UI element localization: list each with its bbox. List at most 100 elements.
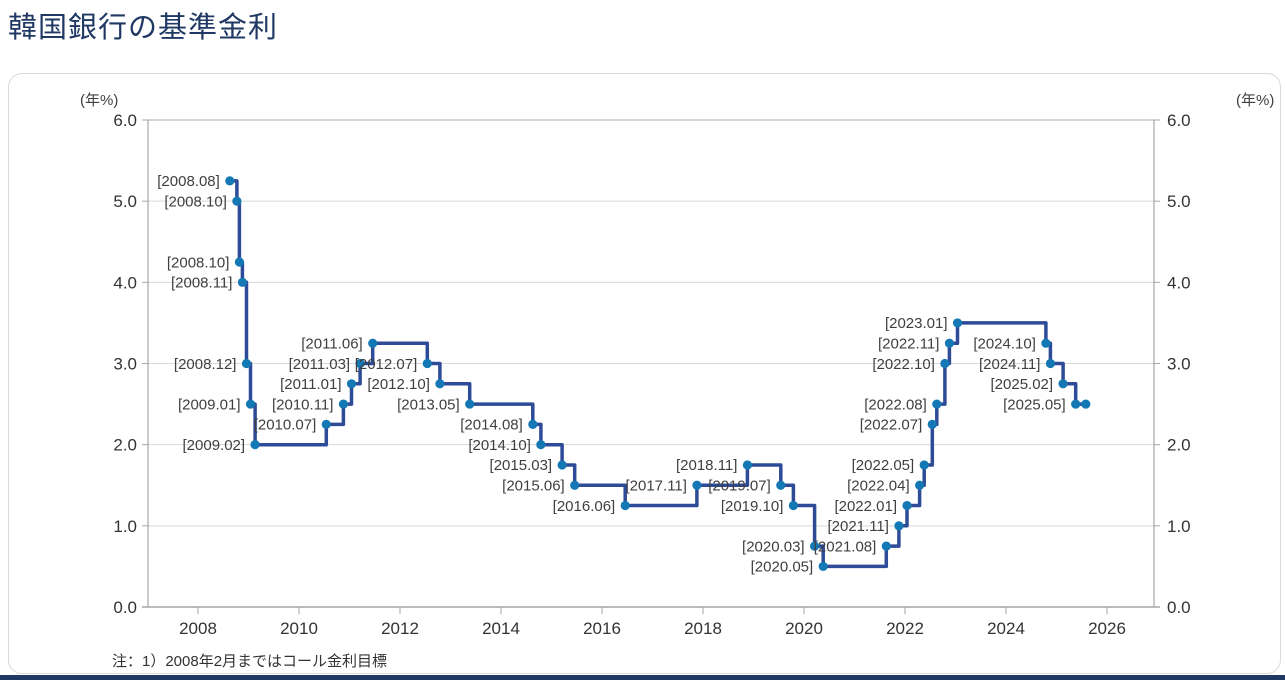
x-tick-label: 2024 (987, 619, 1025, 638)
data-point-marker (818, 561, 828, 572)
bottom-bar (0, 675, 1285, 680)
data-point-label: [2018.11] (676, 457, 737, 474)
data-point-marker (321, 419, 331, 429)
y-tick-label-right: 1.0 (1167, 517, 1191, 536)
y-tick-label-left: 5.0 (113, 192, 137, 211)
y-tick-label-left: 6.0 (113, 111, 137, 130)
x-tick-label: 2016 (583, 619, 621, 638)
data-point-marker (241, 358, 252, 369)
data-point-label: [2010.07] (254, 417, 317, 434)
x-tick-label: 2012 (381, 619, 419, 638)
data-point-label: [2009.02] (183, 437, 246, 454)
data-point-marker (1041, 338, 1051, 348)
y-axis-unit-label-right: (年%) (1236, 92, 1275, 109)
data-point-label: [2022.07] (860, 417, 923, 434)
data-point-label: [2019.10] (721, 498, 784, 515)
data-point-label: [2014.10] (468, 437, 531, 454)
data-point-label: [2011.03] (289, 356, 350, 373)
data-point-marker (528, 419, 538, 429)
data-point-marker (927, 419, 937, 429)
data-point-label: [2011.01] (280, 376, 341, 393)
y-tick-label-left: 4.0 (113, 273, 137, 292)
data-point-marker (776, 480, 786, 490)
data-point-marker (557, 460, 567, 470)
y-tick-label-left: 1.0 (113, 517, 137, 536)
y-tick-label-left: 2.0 (113, 436, 137, 455)
data-point-label: [2025.02] (991, 376, 1054, 393)
data-point-marker (692, 480, 702, 490)
data-point-marker (355, 358, 365, 369)
x-tick-label: 2022 (886, 619, 924, 638)
data-point-label: [2011.06] (301, 335, 362, 352)
data-point-label: [2024.10] (973, 335, 1036, 352)
data-point-label: [2022.04] (847, 478, 910, 495)
data-point-label: [2008.10] (167, 254, 230, 271)
y-tick-label-right: 5.0 (1167, 192, 1191, 211)
data-point-marker (788, 500, 798, 511)
x-tick-label: 2010 (280, 619, 318, 638)
data-point-label: [2012.07] (355, 356, 418, 373)
data-point-marker (902, 500, 912, 511)
data-point-marker (465, 399, 475, 409)
data-point-marker (232, 196, 242, 206)
chart-footnote: 注：1）2008年2月まではコール金利目標 (112, 653, 388, 670)
data-point-marker (250, 440, 260, 450)
data-point-label: [2015.06] (502, 478, 565, 495)
x-tick-label: 2018 (684, 619, 722, 638)
data-point-marker (620, 500, 630, 511)
data-point-label: [2022.10] (872, 356, 935, 373)
data-point-label: [2009.01] (178, 396, 241, 413)
data-point-label: [2017.11] (625, 478, 686, 495)
data-point-marker (952, 318, 963, 328)
data-point-label: [2020.05] (751, 559, 814, 576)
data-point-label: [2010.11] (272, 396, 333, 413)
data-point-label: [2019.07] (708, 478, 771, 495)
x-tick-label: 2026 (1088, 619, 1126, 638)
rate-step-line (228, 179, 1088, 569)
data-point-marker (570, 480, 580, 490)
data-point-marker (245, 399, 256, 409)
data-point-label: [2023.01] (885, 315, 948, 332)
data-point-marker (1081, 399, 1091, 409)
data-point-marker (932, 399, 942, 409)
data-point-marker (346, 379, 357, 389)
data-point-marker (225, 176, 235, 186)
data-point-label: [2022.05] (852, 457, 915, 474)
data-point-label: [2013.05] (397, 396, 460, 413)
data-point-label: [2024.11] (979, 356, 1040, 373)
data-point-label: [2014.08] (460, 417, 523, 434)
data-point-marker (237, 277, 248, 287)
data-point-label: [2021.11] (827, 518, 888, 535)
data-point-marker (742, 460, 753, 470)
y-axis-unit-label-left: (年%) (80, 92, 119, 109)
data-point-label: [2008.11] (171, 275, 232, 292)
x-tick-label: 2008 (179, 619, 217, 638)
data-point-label: [2015.03] (490, 457, 553, 474)
y-tick-label-right: 3.0 (1167, 354, 1191, 373)
data-point-label: [2016.06] (553, 498, 616, 515)
data-point-label: [2008.08] (157, 173, 220, 190)
data-point-marker (422, 358, 432, 369)
y-tick-label-right: 4.0 (1167, 273, 1191, 292)
y-tick-label-right: 6.0 (1167, 111, 1191, 130)
data-point-marker (810, 541, 820, 551)
data-point-marker (1058, 379, 1068, 389)
data-point-marker (881, 541, 891, 551)
data-point-label: [2020.03] (742, 538, 805, 555)
data-point-label: [2008.10] (164, 193, 227, 210)
data-point-marker (234, 257, 245, 267)
data-point-label: [2022.08] (864, 396, 927, 413)
data-point-marker (915, 480, 925, 490)
data-point-label: [2008.12] (174, 356, 237, 373)
data-point-label: [2021.08] (814, 538, 877, 555)
data-point-marker (368, 338, 378, 348)
data-point-label: [2012.10] (367, 376, 430, 393)
data-point-marker (1045, 358, 1056, 369)
data-point-marker (536, 440, 546, 450)
data-point-label: [2022.11] (878, 335, 939, 352)
x-tick-label: 2014 (482, 619, 520, 638)
data-point-label: [2025.05] (1003, 396, 1066, 413)
data-point-marker (894, 521, 904, 531)
data-point-marker (435, 379, 445, 389)
